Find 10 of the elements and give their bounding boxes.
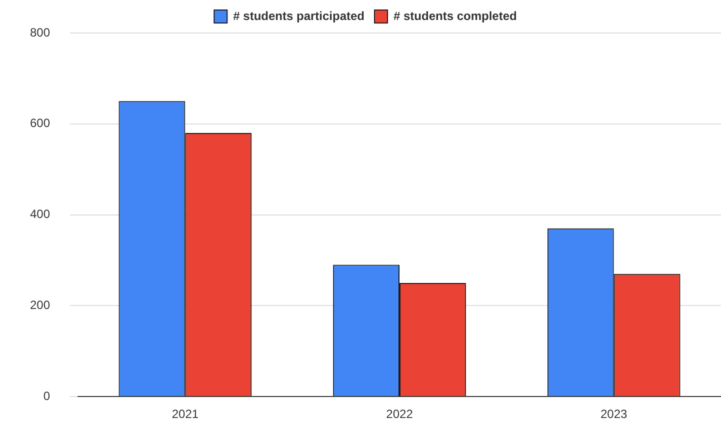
y-tick-label: 200: [30, 298, 50, 312]
x-tick-label: 2021: [172, 407, 199, 422]
legend-label: # students completed: [394, 8, 517, 23]
x-tick-label: 2022: [386, 407, 414, 422]
y-tick-label: 600: [30, 116, 50, 130]
legend-label: # students participated: [233, 8, 365, 23]
y-tick-label: 0: [43, 388, 50, 403]
y-tick-label: 800: [30, 25, 50, 40]
y-tick-label: 400: [30, 207, 50, 222]
x-tick-label: 2023: [600, 407, 628, 422]
